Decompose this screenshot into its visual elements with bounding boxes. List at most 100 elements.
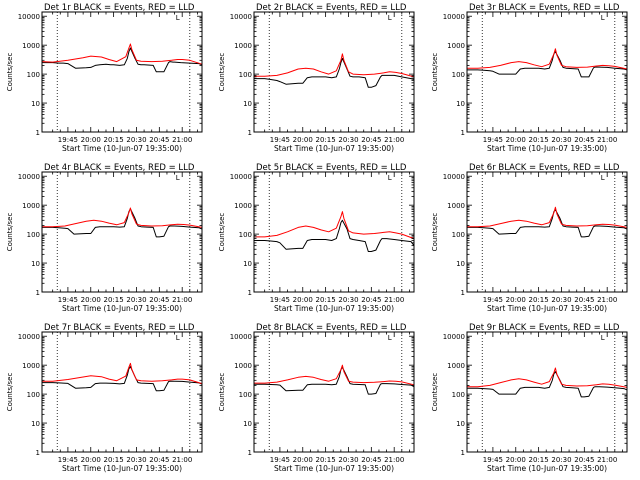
x-tick-label: 20:00: [81, 456, 101, 464]
y-axis-label: Counts/sec: [431, 53, 439, 92]
y-tick-label: 10000: [18, 333, 40, 341]
x-tick-label: 20:15: [529, 136, 549, 144]
x-tick-label: 20:00: [293, 136, 313, 144]
x-tick-label: 20:30: [338, 296, 358, 304]
y-tick-label: 10: [456, 420, 465, 428]
y-tick-label: 10: [456, 100, 465, 108]
y-tick-label: 100: [452, 231, 465, 239]
x-tick-label: 20:15: [316, 296, 336, 304]
series-events-line: [467, 371, 628, 398]
x-axis-label: Start Time (10-Jun-07 19:35:00): [274, 304, 394, 313]
x-tick-label: 20:45: [574, 296, 594, 304]
y-tick-label: 10000: [230, 173, 252, 181]
y-tick-label: 1: [36, 129, 40, 137]
panel-title: Det 6r BLACK = Events, RED = LLD: [469, 163, 620, 173]
x-axis-label: Start Time (10-Jun-07 19:35:00): [274, 144, 394, 153]
x-tick-label: 21:00: [384, 136, 404, 144]
x-tick-label: 20:15: [104, 136, 124, 144]
y-tick-label: 1000: [447, 362, 465, 370]
y-tick-label: 10000: [443, 173, 465, 181]
x-axis-label: Start Time (10-Jun-07 19:35:00): [274, 464, 394, 473]
panel-title: Det 8r BLACK = Events, RED = LLD: [256, 323, 407, 333]
x-tick-label: 21:00: [172, 136, 192, 144]
series-lld-line: [41, 43, 203, 65]
y-tick-label: 10000: [18, 173, 40, 181]
plot-frame: [41, 171, 203, 293]
x-tick-label: 19:45: [483, 296, 503, 304]
corner-marker: L: [388, 174, 392, 182]
panel-title: Det 7r BLACK = Events, RED = LLD: [44, 323, 195, 333]
panel-title: Det 5r BLACK = Events, RED = LLD: [256, 163, 407, 173]
x-tick-label: 20:30: [551, 456, 571, 464]
panel-title: Det 4r BLACK = Events, RED = LLD: [44, 163, 195, 173]
x-tick-label: 20:30: [551, 136, 571, 144]
y-axis-label: Counts/sec: [6, 53, 14, 92]
y-tick-label: 1: [461, 449, 465, 457]
y-tick-label: 1000: [234, 202, 252, 210]
x-tick-label: 20:45: [361, 456, 381, 464]
x-tick-label: 20:00: [293, 456, 313, 464]
corner-marker: L: [176, 334, 180, 342]
y-tick-label: 1: [248, 129, 252, 137]
x-tick-label: 20:45: [149, 296, 169, 304]
series-lld-line: [42, 207, 203, 228]
y-tick-label: 1: [461, 129, 465, 137]
x-tick-label: 19:45: [58, 456, 78, 464]
x-tick-label: 20:45: [149, 136, 169, 144]
y-tick-label: 10: [31, 420, 40, 428]
x-tick-label: 20:00: [506, 136, 526, 144]
series-events-line: [42, 366, 203, 392]
series-lld-line: [42, 362, 203, 385]
series-lld-line: [467, 367, 628, 388]
series-lld-line: [254, 53, 415, 78]
x-tick-label: 20:00: [81, 296, 101, 304]
x-tick-label: 20:00: [506, 296, 526, 304]
y-tick-label: 10: [243, 420, 252, 428]
y-tick-label: 10000: [443, 333, 465, 341]
y-tick-label: 10: [31, 100, 40, 108]
x-tick-label: 19:45: [270, 456, 290, 464]
y-tick-label: 10: [243, 260, 252, 268]
y-axis-label: Counts/sec: [218, 213, 226, 252]
y-tick-label: 10000: [230, 13, 252, 21]
x-tick-label: 20:00: [293, 296, 313, 304]
y-tick-label: 1000: [447, 42, 465, 50]
y-axis-label: Counts/sec: [218, 373, 226, 412]
x-axis-label: Start Time (10-Jun-07 19:35:00): [62, 464, 182, 473]
corner-marker: L: [388, 14, 392, 22]
plot-frame: [41, 11, 203, 133]
y-tick-label: 1000: [22, 202, 40, 210]
x-tick-label: 20:00: [506, 456, 526, 464]
x-tick-label: 20:15: [104, 456, 124, 464]
y-tick-label: 1000: [22, 362, 40, 370]
series-lld-line: [254, 211, 415, 240]
y-axis-label: Counts/sec: [6, 213, 14, 252]
y-tick-label: 1: [461, 289, 465, 297]
y-tick-label: 100: [452, 391, 465, 399]
x-tick-label: 20:30: [126, 136, 146, 144]
x-tick-label: 19:45: [483, 456, 503, 464]
series-events-line: [254, 57, 415, 88]
corner-marker: L: [176, 174, 180, 182]
x-tick-label: 20:45: [574, 456, 594, 464]
y-tick-label: 1000: [22, 42, 40, 50]
y-tick-label: 1000: [234, 42, 252, 50]
series-lld-line: [467, 48, 628, 70]
x-axis-label: Start Time (10-Jun-07 19:35:00): [487, 304, 607, 313]
x-tick-label: 21:00: [597, 296, 617, 304]
x-tick-label: 19:45: [270, 136, 290, 144]
x-tick-label: 20:15: [529, 296, 549, 304]
y-tick-label: 100: [239, 231, 252, 239]
corner-marker: L: [176, 14, 180, 22]
x-tick-label: 20:45: [574, 136, 594, 144]
series-events-line: [254, 219, 415, 252]
x-tick-label: 21:00: [384, 296, 404, 304]
y-axis-label: Counts/sec: [6, 373, 14, 412]
x-tick-label: 20:15: [316, 456, 336, 464]
x-tick-label: 21:00: [172, 296, 192, 304]
y-tick-label: 100: [452, 71, 465, 79]
